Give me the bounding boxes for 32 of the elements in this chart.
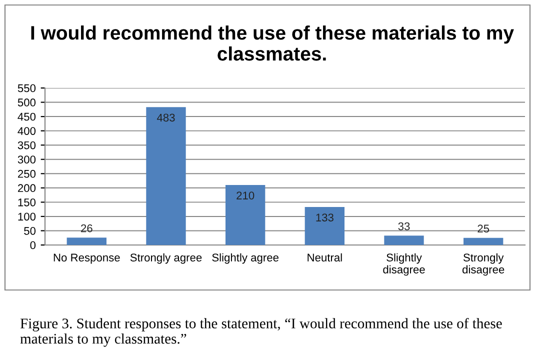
bar (146, 107, 186, 245)
y-tick-label: 200 (18, 184, 36, 192)
data-label: 26 (81, 224, 92, 232)
x-tick-label: Strongly disagree (462, 253, 504, 276)
y-tick-label: 350 (18, 141, 36, 150)
bar (66, 238, 106, 245)
y-tick-label: 450 (18, 112, 36, 121)
x-tick-label: Slightly disagree (383, 253, 425, 276)
data-label: 133 (316, 214, 334, 222)
data-label: 483 (156, 114, 175, 122)
x-tick-label: Neutral (308, 253, 342, 262)
y-tick-label: 550 (18, 84, 36, 92)
y-tick-label: 300 (18, 156, 36, 164)
bar (304, 207, 345, 245)
x-tick-label: Strongly agree (130, 253, 202, 264)
data-label: 25 (478, 224, 490, 233)
y-tick-label: 150 (18, 198, 36, 206)
x-tick-label: No Response (54, 254, 120, 264)
y-tick-label: 250 (18, 170, 36, 178)
y-tick-label: 100 (18, 212, 36, 221)
bar (225, 185, 266, 245)
data-label: 33 (398, 222, 410, 230)
chart-title: I would recommend the use of these materials to my classmates. (31, 25, 514, 61)
y-tick-label: 0 (30, 241, 36, 250)
caption: Figure 3. Student responses to the statement, “I would recommend the use of these materials to my classmates.” (20, 318, 502, 347)
x-tick-label: Slightly agree (212, 253, 278, 264)
bar (464, 238, 504, 245)
data-label: 210 (236, 192, 254, 200)
bar (384, 236, 424, 245)
y-tick-label: 50 (24, 226, 36, 235)
y-tick-label: 500 (18, 98, 36, 106)
y-tick-label: 400 (18, 127, 36, 135)
